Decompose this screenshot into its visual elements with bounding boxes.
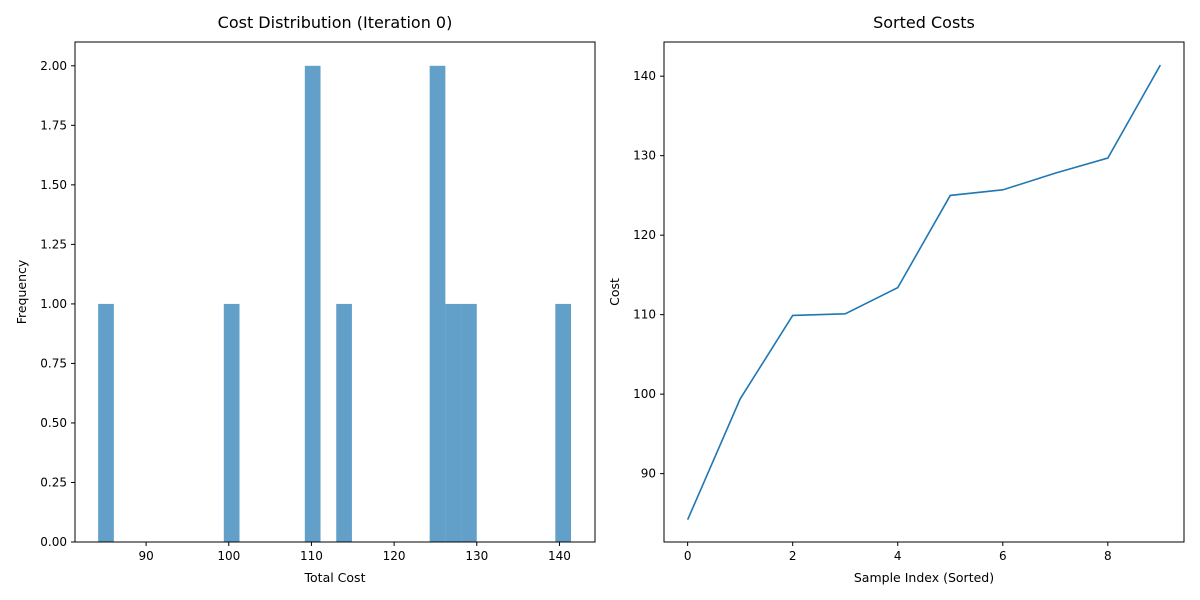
sorted-costs-y-tick-label: 140: [633, 69, 656, 83]
sorted-costs-y-tick-label: 120: [633, 228, 656, 242]
histogram-y-tick-label: 1.00: [40, 297, 67, 311]
sorted-costs-x-tick-label: 8: [1104, 549, 1112, 563]
sorted-costs-x-tick-label: 4: [894, 549, 902, 563]
histogram-plot-frame: [74, 41, 596, 543]
histogram-y-tick-label: 2.00: [40, 59, 67, 73]
histogram-bar: [429, 65, 446, 543]
histogram-x-tick-label: 130: [465, 549, 488, 563]
histogram-y-tick-label: 0.75: [40, 356, 67, 370]
sorted-costs-y-tick-label: 130: [633, 149, 656, 163]
sorted-costs-x-axis-label: Sample Index (Sorted): [854, 570, 994, 585]
histogram-y-tick-label: 1.75: [40, 118, 67, 132]
histogram-x-tick-label: 100: [217, 549, 240, 563]
sorted-costs-chart: Sorted Costs 0 2 4 6 8 90 100 110 120 130 140 Sam…: [607, 13, 1185, 585]
histogram-bar: [336, 303, 352, 542]
histogram-x-axis-label: Total Cost: [304, 570, 366, 585]
histogram-x-tick-label: 140: [548, 549, 571, 563]
sorted-costs-x-tick-label: 2: [789, 549, 797, 563]
sorted-costs-y-axis-label: Cost: [607, 278, 622, 306]
sorted-costs-x-tick-label: 0: [684, 549, 692, 563]
histogram-x-tick-label: 110: [300, 549, 323, 563]
sorted-costs-x-tick-label: 6: [999, 549, 1007, 563]
histogram-y-tick-label: 1.50: [40, 178, 67, 192]
histogram-x-tick-label: 90: [138, 549, 153, 563]
histogram-title: Cost Distribution (Iteration 0): [218, 13, 453, 32]
sorted-costs-line: [686, 64, 1162, 521]
histogram-chart: Cost Distribution (Iteration 0) 90 100 110…: [14, 13, 596, 585]
sorted-costs-y-tick-label: 90: [641, 467, 656, 481]
sorted-costs-y-tick-label: 110: [633, 308, 656, 322]
histogram-bar: [98, 303, 114, 542]
histogram-y-tick-label: 0.50: [40, 416, 67, 430]
histogram-bar: [445, 303, 462, 542]
sorted-costs-title: Sorted Costs: [873, 13, 975, 32]
histogram-bar: [461, 303, 477, 542]
histogram-bar: [223, 303, 240, 542]
histogram-y-tick-label: 0.25: [40, 475, 67, 489]
histogram-y-axis-label: Frequency: [14, 259, 29, 324]
histogram-y-tick-label: 0.00: [40, 535, 67, 549]
sorted-costs-plot-frame: [663, 41, 1185, 543]
sorted-costs-y-tick-label: 100: [633, 387, 656, 401]
histogram-bar: [304, 65, 321, 543]
histogram-y-tick-label: 1.25: [40, 237, 67, 251]
histogram-bar: [555, 303, 572, 542]
histogram-x-tick-label: 120: [383, 549, 406, 563]
